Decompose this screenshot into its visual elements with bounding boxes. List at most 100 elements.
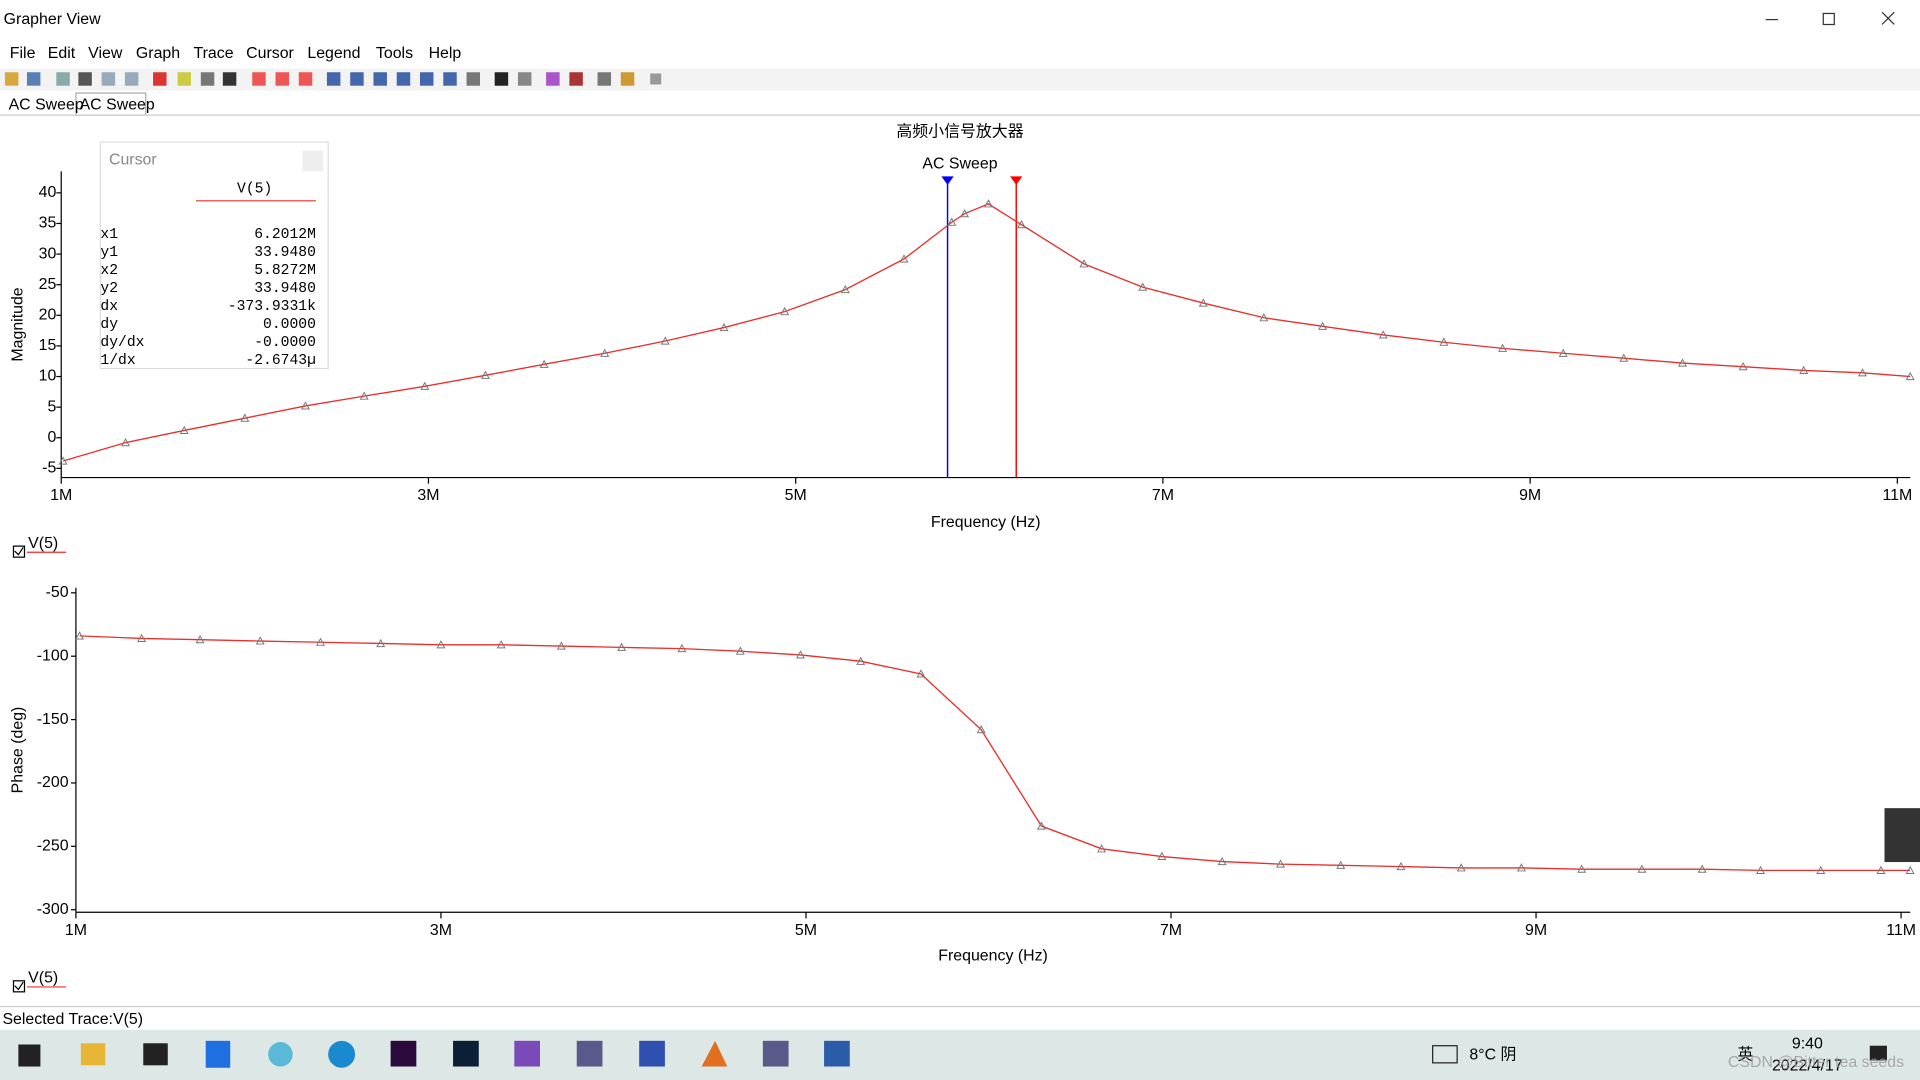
tool-open[interactable] — [4, 72, 19, 86]
tray-date: 2022/4/17 — [1772, 1058, 1843, 1075]
trace-marker — [120, 437, 130, 447]
tool-trace[interactable] — [252, 72, 266, 86]
tray-news[interactable] — [1432, 1045, 1458, 1064]
tool-paste[interactable] — [124, 72, 139, 86]
app-multisim[interactable] — [576, 1040, 603, 1067]
y-tick-label: -100 — [37, 647, 69, 664]
tool-undo[interactable] — [56, 72, 70, 86]
tool-zoom-in[interactable] — [326, 72, 341, 86]
status-bar: Selected Trace:V(5) — [2, 1011, 143, 1028]
tray-weather: 8°C 阴 — [1469, 1046, 1516, 1064]
tool-zoom-fit[interactable] — [396, 72, 411, 86]
app-matlab[interactable] — [701, 1040, 728, 1067]
tool-font[interactable] — [494, 72, 509, 86]
trace-marker — [539, 359, 549, 368]
tool-markers[interactable] — [298, 72, 313, 86]
cursor-panel: Cursor V(5) x1 6.2012M y1 33.9480 x2 5.8272M y2 3… — [99, 141, 329, 370]
trace-marker — [1396, 861, 1406, 871]
tool-print[interactable] — [597, 72, 612, 86]
x-tick-label: 3M — [417, 487, 439, 504]
legend-checkbox[interactable] — [12, 980, 26, 993]
trace-marker — [1876, 865, 1886, 874]
trace-marker — [899, 254, 909, 263]
trace-marker — [1516, 863, 1526, 872]
trace-marker — [780, 306, 790, 316]
trace-marker — [1697, 864, 1707, 873]
trace-marker — [600, 348, 610, 357]
tool-pan[interactable] — [466, 72, 480, 86]
trace-marker — [1756, 865, 1766, 874]
app-v[interactable] — [639, 1040, 665, 1067]
tab-label[interactable]: AC Sweep — [80, 97, 155, 114]
menu-item[interactable]: Edit — [48, 45, 76, 62]
x-tick-label: 5M — [795, 922, 817, 939]
tool-grid[interactable] — [153, 72, 167, 86]
x-tick-label: 5M — [785, 487, 807, 504]
tool-overlay[interactable] — [546, 72, 560, 86]
cursor-row-value: -2.6743µ — [245, 353, 316, 369]
tool-points[interactable] — [275, 72, 289, 86]
app-photoshop[interactable] — [453, 1040, 479, 1067]
tool-legend[interactable] — [177, 72, 192, 86]
restore-button[interactable] — [1822, 12, 1835, 26]
tool-stop[interactable] — [650, 73, 662, 85]
cursor-row-label: y2 — [100, 281, 118, 297]
menu-item[interactable]: Trace — [193, 45, 233, 62]
y-tick-label: 25 — [39, 276, 57, 293]
y-tick-label: 40 — [39, 184, 57, 201]
cursor-panel-close[interactable] — [302, 150, 324, 172]
close-button[interactable] — [1881, 11, 1895, 25]
app-vs[interactable] — [514, 1040, 540, 1067]
cursor-handle[interactable] — [1010, 176, 1023, 185]
legend-label: V(5) — [28, 535, 58, 552]
trace-marker — [1439, 337, 1449, 346]
cursor-row-value: 0.0000 — [263, 317, 316, 333]
y-tick-label: -300 — [37, 901, 69, 918]
tool-zoom-out[interactable] — [350, 72, 364, 86]
app-swirl[interactable] — [268, 1042, 293, 1067]
menu-item[interactable]: Tools — [376, 45, 413, 62]
tool-zoom-y[interactable] — [443, 72, 457, 86]
menu-item[interactable]: File — [10, 45, 36, 62]
tool-copy[interactable] — [101, 72, 116, 86]
app-f[interactable] — [205, 1040, 231, 1068]
tool-save[interactable] — [26, 72, 41, 86]
y-axis-label: Magnitude — [10, 287, 27, 361]
y-tick-label: 10 — [39, 368, 57, 385]
trace-marker — [1498, 343, 1508, 352]
app-notes[interactable] — [143, 1043, 168, 1066]
side-handle[interactable] — [1884, 808, 1920, 863]
app-explorer[interactable] — [80, 1043, 106, 1066]
app-multisim-2[interactable] — [762, 1040, 789, 1067]
trace-marker — [1217, 856, 1227, 866]
tool-cursors[interactable] — [200, 72, 215, 86]
tab-label[interactable]: AC Sweep — [9, 97, 84, 114]
tool-zoom-x[interactable] — [420, 72, 434, 86]
tool-bw[interactable] — [222, 72, 237, 86]
menu-item[interactable]: Cursor — [246, 45, 294, 62]
tool-props[interactable] — [517, 72, 532, 86]
menu-item[interactable]: Help — [429, 45, 462, 62]
legend-check — [14, 547, 24, 556]
app-edge[interactable] — [328, 1040, 356, 1068]
menu-item[interactable]: View — [88, 45, 123, 62]
legend-checkbox[interactable] — [12, 545, 26, 558]
app-word[interactable] — [824, 1040, 850, 1067]
tool-cut[interactable] — [78, 72, 92, 86]
trace-marker — [376, 638, 386, 648]
tray-notify[interactable] — [1869, 1045, 1887, 1061]
trace-marker — [1036, 821, 1046, 830]
trace-marker — [1816, 865, 1826, 874]
menu-item[interactable]: Legend — [307, 45, 360, 62]
cursor-row-label: x1 — [100, 227, 118, 243]
taskbar — [0, 1029, 1920, 1080]
app-premiere[interactable] — [390, 1040, 417, 1067]
menu-item[interactable]: Graph — [136, 45, 180, 62]
tool-zoom-area[interactable] — [373, 72, 387, 86]
tool-preview[interactable] — [620, 72, 635, 86]
tool-export[interactable] — [569, 72, 583, 86]
cursor-panel-trace: V(5) — [237, 181, 272, 197]
cursor-handle[interactable] — [941, 176, 954, 185]
start-button[interactable] — [18, 1044, 41, 1067]
